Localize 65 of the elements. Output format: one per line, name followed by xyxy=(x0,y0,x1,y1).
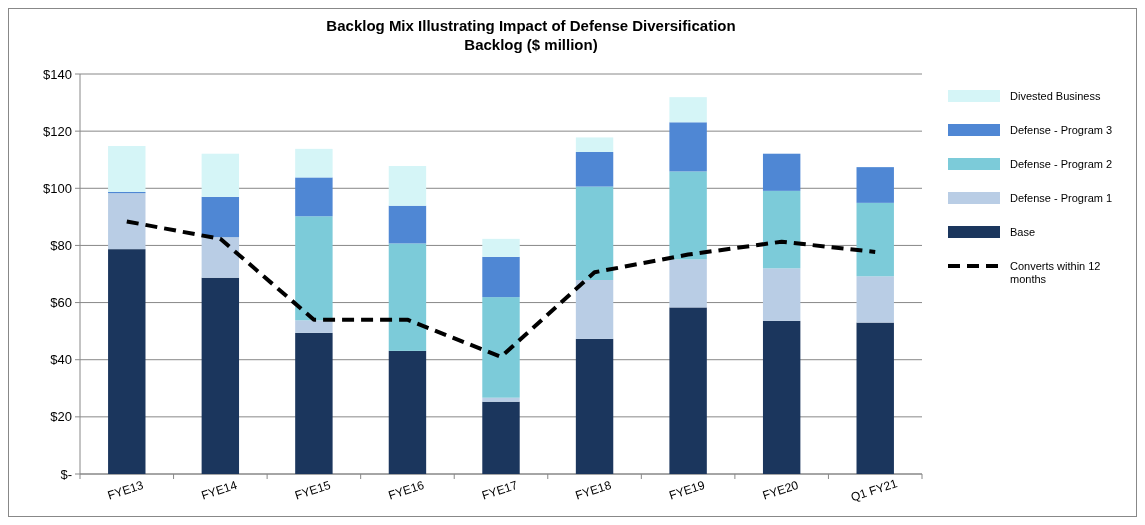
bar xyxy=(762,320,801,474)
y-tick-label: $140 xyxy=(43,66,72,82)
y-tick-label: $80 xyxy=(50,237,72,253)
bar xyxy=(295,216,333,321)
bar xyxy=(856,167,894,203)
bar xyxy=(856,276,894,323)
chart-subtitle: Backlog ($ million) xyxy=(464,36,598,53)
bar xyxy=(575,186,614,280)
bar xyxy=(295,177,333,217)
chart-title: Backlog Mix Illustrating Impact of Defense Diversification xyxy=(326,17,736,34)
legend-label: Defense - Program 1 xyxy=(1010,191,1113,204)
bar xyxy=(575,137,614,152)
bar xyxy=(482,256,520,298)
line-series xyxy=(124,219,878,359)
legend-label: Defense - Program 3 xyxy=(1010,123,1113,136)
y-tick-label: $100 xyxy=(43,180,72,196)
bar xyxy=(388,166,427,206)
bar xyxy=(856,322,894,474)
bar xyxy=(669,259,707,308)
bar xyxy=(669,171,707,260)
bar xyxy=(482,397,520,402)
bar xyxy=(575,280,614,339)
bar xyxy=(201,277,240,474)
bar xyxy=(669,122,707,172)
bar xyxy=(482,401,520,474)
bar xyxy=(201,153,240,197)
y-tick-label: $60 xyxy=(50,295,72,311)
y-tick-label: $40 xyxy=(50,352,72,368)
bar xyxy=(575,338,614,474)
legend-label: Base xyxy=(1010,225,1036,238)
x-tick-label: Q1 FY21 xyxy=(848,476,900,505)
bar xyxy=(669,307,707,474)
y-tick-label: $120 xyxy=(43,123,72,139)
x-tick-label: FYE14 xyxy=(199,477,240,503)
bar xyxy=(482,297,520,398)
bar xyxy=(201,237,240,278)
bar xyxy=(108,249,146,474)
x-tick-label: FYE17 xyxy=(480,477,520,503)
bar xyxy=(482,238,520,257)
x-tick-label: FYE15 xyxy=(293,477,333,503)
x-tick-label: FYE13 xyxy=(105,477,146,503)
bar xyxy=(762,190,801,269)
x-tick-label: FYE20 xyxy=(760,477,801,503)
bar xyxy=(388,350,427,474)
bar xyxy=(669,97,707,123)
bar xyxy=(108,193,146,250)
x-tick-label: FYE18 xyxy=(573,477,614,503)
x-tick-label: FYE19 xyxy=(667,477,707,503)
bar xyxy=(295,332,333,474)
bar xyxy=(388,243,427,351)
legend-label: Converts within 12 months xyxy=(1010,259,1101,286)
bar xyxy=(108,146,146,192)
bar xyxy=(388,205,427,244)
bar xyxy=(295,320,333,333)
bar xyxy=(762,153,801,191)
bar xyxy=(201,196,240,238)
bar xyxy=(856,202,894,277)
bar xyxy=(575,152,614,187)
y-tick-label: $20 xyxy=(50,409,72,425)
legend-label: Divested Business xyxy=(1010,89,1101,102)
bar xyxy=(295,148,333,178)
bar xyxy=(762,268,801,321)
legend-label: Defense - Program 2 xyxy=(1010,157,1113,170)
x-tick-label: FYE16 xyxy=(386,477,427,503)
y-tick-label: $- xyxy=(60,466,72,482)
